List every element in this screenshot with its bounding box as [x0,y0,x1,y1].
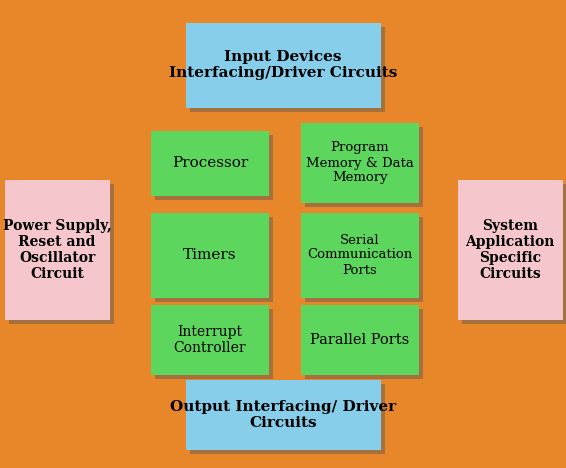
Text: Power Supply,
Reset and
Oscillator
Circuit: Power Supply, Reset and Oscillator Circu… [3,219,112,281]
Text: Input Devices
Interfacing/Driver Circuits: Input Devices Interfacing/Driver Circuit… [169,50,397,80]
Text: Processor: Processor [172,156,248,170]
FancyBboxPatch shape [190,384,384,454]
FancyBboxPatch shape [305,309,423,379]
FancyBboxPatch shape [151,212,269,298]
FancyBboxPatch shape [155,309,273,379]
FancyBboxPatch shape [301,305,419,375]
Text: Program
Memory & Data
Memory: Program Memory & Data Memory [306,141,414,184]
FancyBboxPatch shape [305,217,423,301]
FancyBboxPatch shape [151,131,269,196]
FancyBboxPatch shape [155,217,273,301]
FancyBboxPatch shape [301,212,419,298]
FancyBboxPatch shape [5,180,109,320]
Text: Interrupt
Controller: Interrupt Controller [174,325,246,355]
Text: Timers: Timers [183,248,237,262]
FancyBboxPatch shape [155,134,273,199]
FancyBboxPatch shape [457,180,563,320]
Text: Parallel Ports: Parallel Ports [310,333,410,347]
FancyBboxPatch shape [305,127,423,207]
FancyBboxPatch shape [8,184,114,324]
Text: Output Interfacing/ Driver
Circuits: Output Interfacing/ Driver Circuits [170,400,396,430]
FancyBboxPatch shape [301,123,419,203]
FancyBboxPatch shape [186,380,380,450]
Text: Serial
Communication
Ports: Serial Communication Ports [307,234,413,277]
Text: System
Application
Specific
Circuits: System Application Specific Circuits [465,219,555,281]
FancyBboxPatch shape [461,184,566,324]
FancyBboxPatch shape [186,22,380,108]
FancyBboxPatch shape [151,305,269,375]
FancyBboxPatch shape [190,27,384,111]
